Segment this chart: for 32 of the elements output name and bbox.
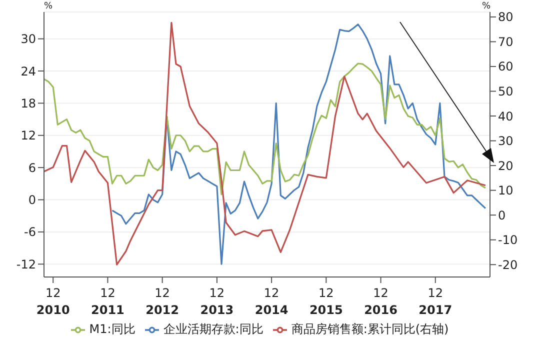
legend-label: 企业活期存款:同比 bbox=[163, 322, 264, 336]
y2-tick-label: 50 bbox=[498, 84, 514, 99]
y2-tick-label: 40 bbox=[498, 109, 514, 124]
y2-tick-label: -20 bbox=[498, 258, 518, 272]
y-axis-title: % bbox=[44, 1, 53, 12]
y-tick-label: 12 bbox=[20, 128, 36, 143]
y-tick-label: 18 bbox=[20, 96, 36, 110]
y2-tick-label: -10 bbox=[498, 233, 518, 248]
y2-tick-label: 60 bbox=[498, 60, 514, 74]
legend-label: M1:同比 bbox=[89, 322, 136, 336]
y-tick-label: -6 bbox=[24, 225, 36, 240]
y-tick-label: 30 bbox=[20, 32, 36, 46]
y2-tick-label: 70 bbox=[498, 34, 514, 49]
y-tick-label: -12 bbox=[16, 257, 36, 272]
x-tick-label: 12 2011 bbox=[91, 286, 124, 317]
y2-tick-label: 20 bbox=[498, 158, 514, 173]
y-tick-label: 0 bbox=[28, 193, 36, 208]
x-tick-label: 12 2010 bbox=[36, 286, 70, 317]
x-tick-label: 12 2013 bbox=[200, 286, 234, 317]
y-tick-label: 24 bbox=[20, 64, 36, 78]
y2-tick-label: 80 bbox=[498, 10, 514, 24]
legend-label: 商品房销售额:累计同比(右轴) bbox=[291, 322, 449, 336]
x-tick-label: 12 2017 bbox=[418, 286, 452, 317]
x-tick-label: 12 2015 bbox=[309, 286, 343, 317]
y2-tick-label: 10 bbox=[498, 184, 514, 198]
y2-tick-label: 30 bbox=[498, 134, 514, 148]
y2-tick-label: 0 bbox=[498, 208, 506, 222]
x-tick-label: 12 2012 bbox=[146, 286, 180, 317]
y2-axis-title: % bbox=[482, 1, 491, 12]
x-tick-label: 12 2016 bbox=[364, 286, 398, 317]
x-tick-label: 12 2014 bbox=[254, 286, 288, 317]
y-tick-label: 6 bbox=[28, 160, 36, 175]
